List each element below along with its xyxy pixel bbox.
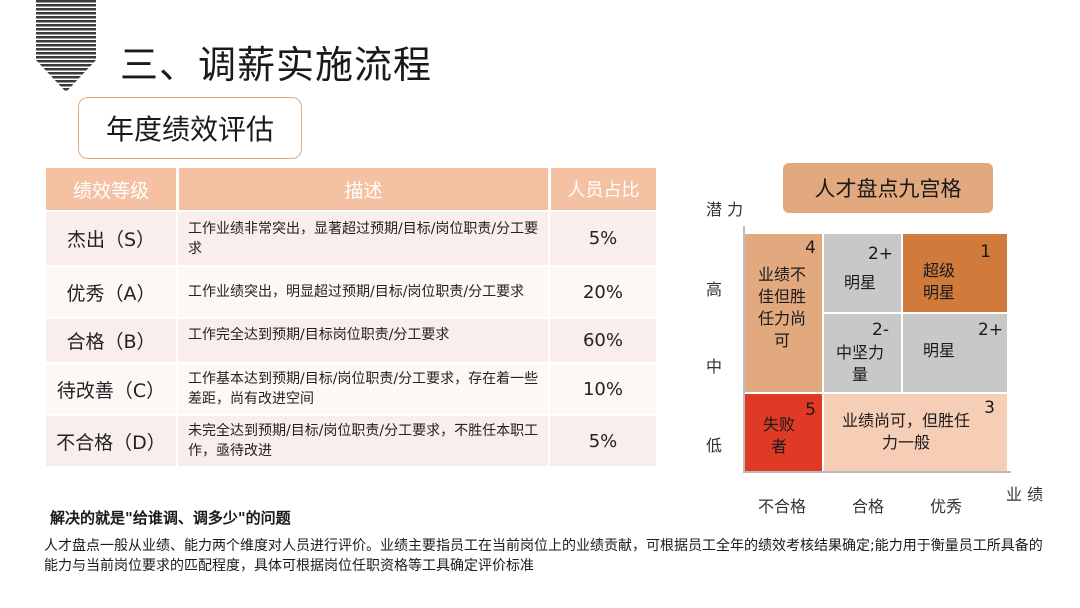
- table-row: 优秀（A） 工作业绩突出，明显超过预期/目标/岗位职责/分工要求 20%: [46, 265, 656, 317]
- table-row: 不合格（D） 未完全达到预期/目标/岗位职责/分工要求，不胜任本职工作，亟待改进…: [46, 414, 656, 466]
- grid-cell-3: 3 业绩尚可，但胜任力一般: [824, 394, 1007, 471]
- cell-label: 失败者: [762, 415, 795, 456]
- grade-cell: 优秀（A）: [46, 265, 176, 317]
- nine-grid-title: 人才盘点九宫格: [783, 163, 993, 213]
- x-axis-line: [743, 471, 1011, 473]
- grade-cell: 杰出（S）: [46, 210, 176, 265]
- cell-number: 1: [980, 242, 991, 262]
- cell-number: 3: [984, 398, 995, 418]
- cell-number: 2-: [872, 320, 889, 340]
- desc-cell: 工作业绩突出，明显超过预期/目标/岗位职责/分工要求: [176, 265, 548, 317]
- page-title: 三、调薪实施流程: [120, 43, 433, 87]
- chevron-logo-icon: [36, 0, 96, 92]
- y-tick-low: 低: [706, 436, 723, 455]
- grade-cell: 合格（B）: [46, 317, 176, 362]
- table-header-desc: 描述: [176, 168, 548, 210]
- grade-cell: 待改善（C）: [46, 362, 176, 414]
- table-row: 合格（B） 工作完全达到预期/目标岗位职责/分工要求 60%: [46, 317, 656, 362]
- x-axis-label: 业 绩: [1006, 485, 1044, 504]
- y-axis-line: [743, 226, 745, 472]
- desc-cell: 工作业绩非常突出，显著超过预期/目标/岗位职责/分工要求: [176, 210, 548, 265]
- cell-number: 2+: [977, 320, 1003, 340]
- summary-paragraph: 人才盘点一般从业绩、能力两个维度对人员进行评价。业绩主要指员工在当前岗位上的业绩…: [44, 538, 1043, 574]
- ratio-cell: 5%: [548, 414, 656, 466]
- grid-cell-2plus-top: 2+ 明星: [824, 234, 901, 312]
- grid-cell-5: 5 失败者: [745, 394, 822, 471]
- ratio-cell: 5%: [548, 210, 656, 265]
- desc-cell: 工作基本达到预期/目标/岗位职责/分工要求，存在着一些差距，尚有改进空间: [176, 362, 548, 414]
- table-row: 杰出（S） 工作业绩非常突出，显著超过预期/目标/岗位职责/分工要求 5%: [46, 210, 656, 265]
- summary-heading: 解决的就是"给谁调、调多少"的问题: [50, 509, 291, 527]
- table-header-row: 绩效等级 描述 人员占比: [46, 168, 656, 210]
- table-row: 待改善（C） 工作基本达到预期/目标/岗位职责/分工要求，存在着一些差距，尚有改…: [46, 362, 656, 414]
- cell-number: 5: [805, 400, 816, 420]
- desc-cell: 工作完全达到预期/目标岗位职责/分工要求: [176, 317, 548, 362]
- grid-cell-2minus: 2- 中坚力量: [824, 314, 901, 392]
- cell-label: 中坚力量: [836, 343, 885, 384]
- cell-number: 2+: [867, 244, 893, 264]
- section-subtitle: 年度绩效评估: [78, 97, 302, 159]
- cell-label: 业绩不佳但胜任力尚可: [757, 265, 806, 350]
- desc-cell: 未完全达到预期/目标/岗位职责/分工要求，不胜任本职工作，亟待改进: [176, 414, 548, 466]
- cell-label: 明星: [843, 273, 876, 292]
- ratio-cell: 10%: [548, 362, 656, 414]
- y-tick-mid: 中: [706, 357, 723, 376]
- x-tick-fail: 不合格: [758, 497, 807, 516]
- cell-label: 明星: [922, 341, 955, 360]
- performance-grade-table: 绩效等级 描述 人员占比 杰出（S） 工作业绩非常突出，显著超过预期/目标/岗位…: [46, 168, 656, 466]
- y-tick-high: 高: [706, 280, 723, 299]
- ratio-cell: 20%: [548, 265, 656, 317]
- grid-cell-4: 4 业绩不佳但胜任力尚可: [745, 234, 822, 392]
- x-tick-excellent: 优秀: [930, 497, 963, 516]
- cell-label: 业绩尚可，但胜任力一般: [841, 411, 970, 452]
- x-tick-pass: 合格: [852, 497, 885, 516]
- grid-cell-2plus-mid: 2+ 明星: [903, 314, 1007, 392]
- grade-cell: 不合格（D）: [46, 414, 176, 466]
- cell-label: 超级明星: [922, 261, 955, 302]
- table-header-ratio: 人员占比: [548, 168, 656, 210]
- ratio-cell: 60%: [548, 317, 656, 362]
- cell-number: 4: [805, 238, 816, 258]
- y-axis-label: 潜 力: [706, 200, 744, 219]
- grid-cell-1: 1 超级明星: [903, 234, 1007, 312]
- table-header-grade: 绩效等级: [46, 168, 176, 210]
